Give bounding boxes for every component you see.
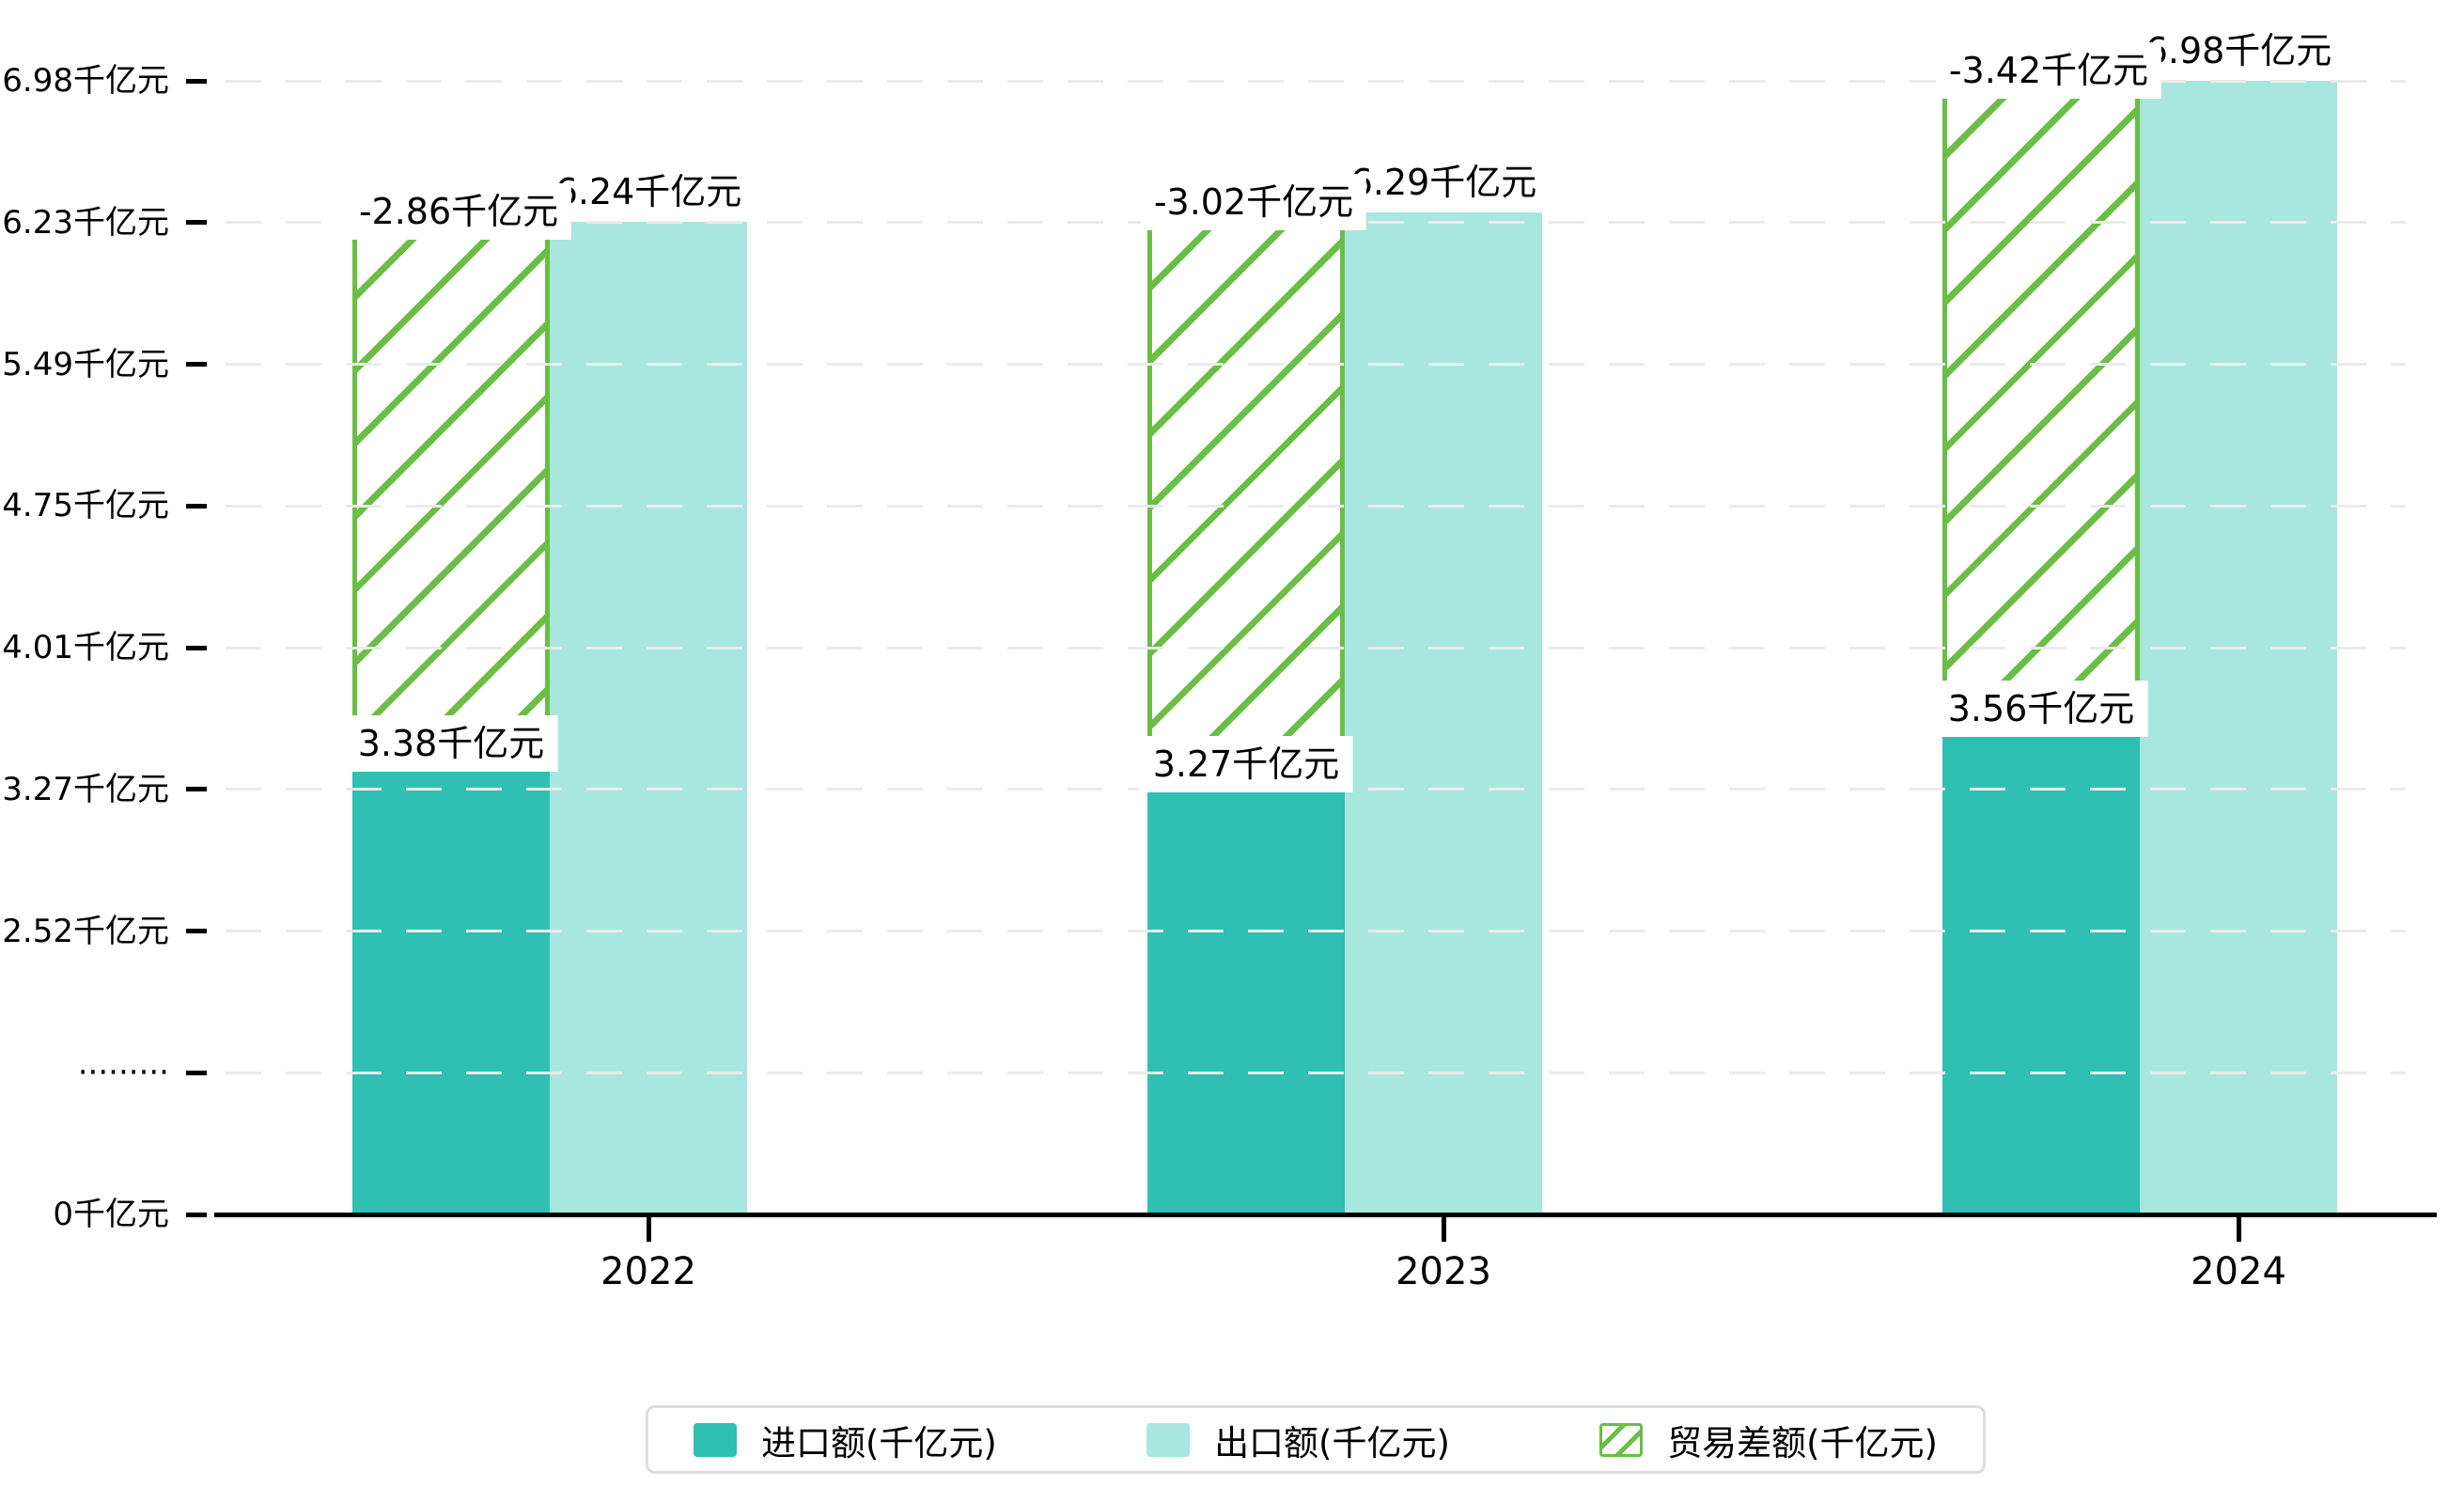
bar-trade-balance-2022[interactable]	[352, 221, 550, 767]
x-tick-mark-2022	[646, 1217, 651, 1242]
gridline	[226, 79, 2406, 83]
gridline	[226, 363, 2406, 366]
legend-label: 出口额(千亿元)	[1214, 1422, 1450, 1464]
legend-label: 进口额(千亿元)	[761, 1422, 997, 1464]
y-tick-label: 6.98千亿元	[2, 62, 169, 100]
y-tick-label: 5.49千亿元	[2, 345, 169, 384]
legend-item-balance[interactable]: 贸易差额(千亿元)	[1599, 1415, 1938, 1465]
y-tick-dash	[186, 787, 207, 792]
data-label-balance-2022: -2.86千亿元	[345, 182, 572, 240]
import-swatch-icon	[694, 1422, 737, 1457]
y-tick-label: 4.01千亿元	[2, 629, 169, 666]
bar-import-2024[interactable]	[1942, 732, 2140, 1214]
bar-export-2023[interactable]	[1345, 211, 1542, 1214]
x-category-label-2024: 2024	[2191, 1250, 2286, 1293]
bar-import-2023[interactable]	[1147, 787, 1345, 1214]
data-label-import-2022: 3.38千亿元	[344, 714, 558, 772]
data-label-export-2023: 6.29千亿元	[1336, 153, 1551, 211]
y-tick-dash	[186, 1212, 207, 1217]
gridline	[226, 1071, 2406, 1074]
y-tick-label: 3.27千亿元	[2, 770, 169, 808]
bar-import-2022[interactable]	[352, 766, 550, 1214]
x-tick-mark-2024	[2236, 1217, 2241, 1242]
y-tick-label: 4.75千亿元	[2, 487, 169, 525]
legend-item-import[interactable]: 进口额(千亿元)	[694, 1415, 997, 1465]
y-tick-label: 2.52千亿元	[2, 912, 169, 950]
y-tick-dash	[186, 362, 207, 367]
x-axis-line	[214, 1213, 2437, 1217]
bar-trade-balance-2023[interactable]	[1147, 211, 1345, 788]
data-label-export-2024: 6.98千亿元	[2131, 23, 2346, 79]
x-tick-mark-2023	[1441, 1217, 1446, 1242]
export-swatch-icon	[1146, 1422, 1191, 1457]
gridline	[226, 930, 2406, 932]
y-tick-label: 6.23千亿元	[2, 203, 169, 242]
legend-item-export[interactable]: 出口额(千亿元)	[1146, 1415, 1450, 1465]
bar-export-2022[interactable]	[550, 221, 747, 1214]
data-label-balance-2024: -3.42千亿元	[1935, 42, 2162, 99]
gridline	[226, 504, 2406, 508]
y-tick-dash	[186, 645, 207, 650]
y-tick-dash	[186, 929, 207, 933]
x-category-label-2023: 2023	[1396, 1250, 1491, 1293]
x-category-label-2022: 2022	[600, 1250, 696, 1293]
y-tick-dash	[186, 78, 207, 84]
data-label-import-2024: 3.56千亿元	[1934, 681, 2148, 738]
y-tick-label: 0千亿元	[53, 1196, 169, 1233]
legend: 进口额(千亿元) 出口额(千亿元) 贸易差额(千亿元)	[646, 1405, 1986, 1474]
data-label-export-2022: 6.24千亿元	[541, 163, 756, 220]
y-tick-label: ·········	[77, 1054, 169, 1092]
y-tick-dash	[186, 220, 207, 226]
bar-trade-balance-2024[interactable]	[1942, 81, 2140, 733]
data-label-balance-2023: -3.02千亿元	[1140, 173, 1367, 230]
y-tick-dash	[186, 1070, 207, 1075]
balance-hatch-swatch-icon	[1599, 1422, 1644, 1457]
data-label-import-2023: 3.27千亿元	[1139, 735, 1353, 792]
y-tick-dash	[186, 503, 207, 509]
legend-label: 贸易差额(千亿元)	[1667, 1422, 1938, 1464]
gridline	[226, 646, 2406, 650]
